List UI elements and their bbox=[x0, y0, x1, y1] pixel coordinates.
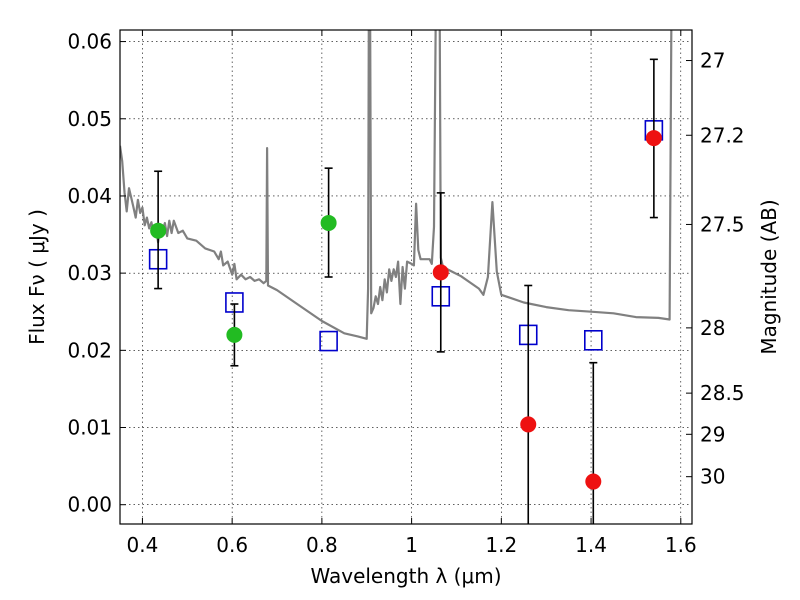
y2-tick-label: 27.2 bbox=[700, 123, 745, 147]
y2-tick-label: 28.5 bbox=[700, 381, 745, 405]
grid bbox=[120, 30, 692, 524]
y-tick-label: 0.06 bbox=[67, 30, 112, 54]
y2-tick-label: 29 bbox=[700, 422, 725, 446]
x-tick-label: 0.6 bbox=[216, 533, 248, 557]
y2-tick-label: 28 bbox=[700, 316, 725, 340]
y-tick-label: 0.02 bbox=[67, 338, 112, 362]
x-tick-label: 0.4 bbox=[127, 533, 159, 557]
observed-flux-point bbox=[645, 130, 662, 147]
y-tick-label: 0.01 bbox=[67, 416, 112, 440]
plot-frame bbox=[119, 29, 693, 525]
x-tick-label: 1.4 bbox=[575, 533, 607, 557]
ticks: 0.4 0.6 0.8 1 1.2 1.4 1.6 0.00 0.01 0.02 0.03 0.04 0… bbox=[67, 30, 744, 557]
x-tick-label: 0.8 bbox=[306, 533, 338, 557]
observed-flux-point bbox=[226, 326, 243, 343]
y-tick-label: 0.05 bbox=[67, 107, 112, 131]
y-axis-label: Flux Fν ( μJy ) bbox=[25, 209, 49, 345]
x-tick-label: 1.6 bbox=[665, 533, 697, 557]
y-tick-label: 0.00 bbox=[67, 493, 112, 517]
observed-flux-point bbox=[320, 214, 337, 231]
observed-flux-point bbox=[585, 473, 602, 490]
y2-axis-label: Magnitude (AB) bbox=[757, 199, 781, 354]
observed-flux-point bbox=[432, 264, 449, 281]
y2-tick-label: 27.5 bbox=[700, 212, 745, 236]
x-tick-label: 1 bbox=[405, 533, 418, 557]
y-tick-label: 0.03 bbox=[67, 261, 112, 285]
x-tick-label: 1.2 bbox=[485, 533, 517, 557]
y2-tick-label: 27 bbox=[700, 49, 725, 73]
observed-flux-point bbox=[520, 416, 537, 433]
model-spectrum-line bbox=[120, 30, 673, 340]
y2-tick-label: 30 bbox=[700, 465, 725, 489]
plot-area bbox=[120, 30, 673, 524]
observed-flux-point bbox=[150, 222, 167, 239]
model-flux-square bbox=[584, 329, 603, 351]
x-axis-label: Wavelength λ (μm) bbox=[310, 564, 501, 588]
y-tick-label: 0.04 bbox=[67, 184, 112, 208]
model-flux-square bbox=[319, 330, 338, 352]
